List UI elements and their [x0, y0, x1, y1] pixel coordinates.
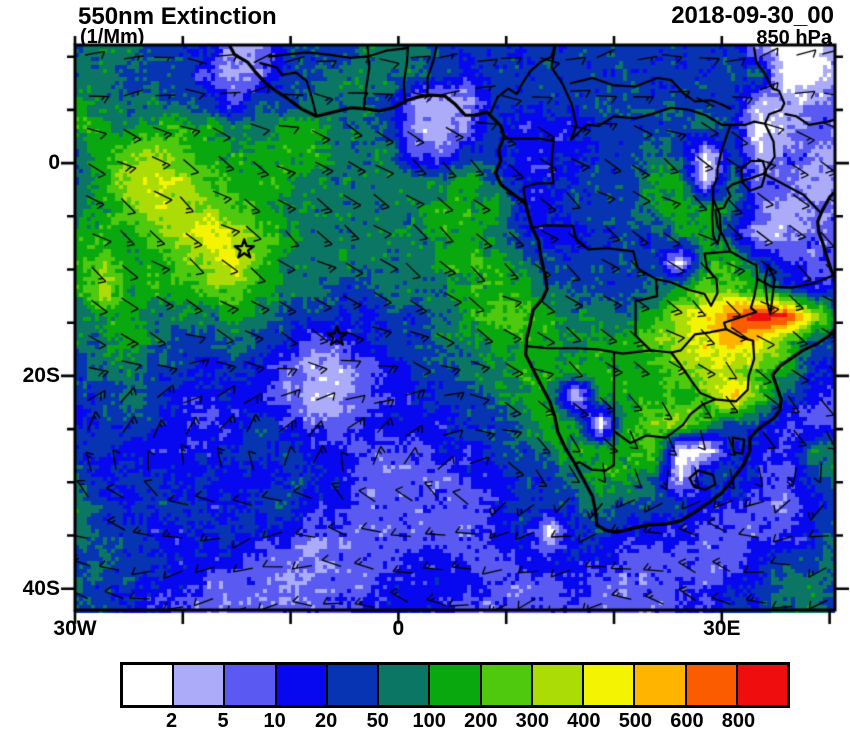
- colorbar-cell-1: [174, 665, 226, 705]
- colorbar-label-400: 400: [567, 710, 601, 732]
- colorbar-cell-7: [481, 665, 533, 705]
- colorbar-label-300: 300: [515, 710, 549, 732]
- colorbar-cell-2: [225, 665, 277, 705]
- x-axis-label-0: 0: [392, 617, 405, 640]
- colorbar-cell-4: [327, 665, 380, 705]
- colorbar: [120, 662, 790, 708]
- colorbar-label-600: 600: [670, 710, 704, 732]
- colorbar-cell-10: [635, 665, 687, 705]
- y-axis-label-20s: 20S: [22, 363, 60, 387]
- extinction-map-canvas: [0, 0, 850, 650]
- colorbar-label-5: 5: [217, 710, 229, 732]
- colorbar-cell-9: [584, 665, 636, 705]
- colorbar-label-200: 200: [464, 710, 498, 732]
- colorbar-cell-6: [430, 665, 482, 705]
- colorbar-label-2: 2: [165, 710, 178, 732]
- colorbar-cell-0: [123, 665, 175, 705]
- colorbar-cell-12: [737, 665, 788, 705]
- y-axis-label-40s: 40S: [22, 576, 60, 600]
- colorbar-label-100: 100: [412, 710, 446, 732]
- x-axis-label-30e: 30E: [703, 617, 741, 640]
- colorbar-cell-3: [276, 665, 328, 705]
- x-axis-label-30w: 30W: [53, 617, 97, 640]
- colorbar-cell-8: [532, 665, 585, 705]
- colorbar-cell-5: [379, 665, 431, 705]
- colorbar-label-800: 800: [721, 710, 756, 732]
- colorbar-label-500: 500: [618, 710, 653, 732]
- y-axis-label-0: 0: [48, 151, 60, 175]
- colorbar-label-20: 20: [315, 710, 338, 732]
- colorbar-label-50: 50: [366, 710, 389, 732]
- colorbar-cell-11: [686, 665, 738, 705]
- colorbar-label-10: 10: [263, 710, 286, 732]
